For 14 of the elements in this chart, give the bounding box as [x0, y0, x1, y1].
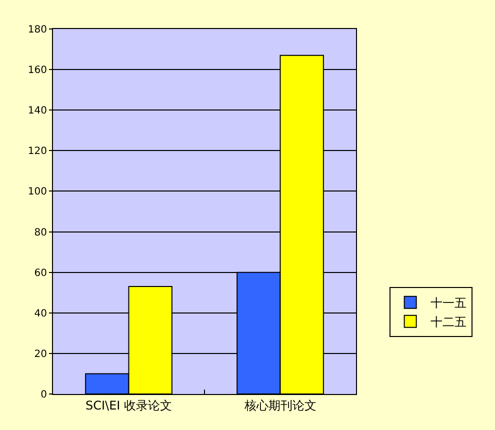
- y-tick-label: 100: [28, 186, 47, 198]
- legend-label: 十二五: [430, 315, 466, 330]
- legend-label: 十一五: [430, 296, 466, 310]
- x-tick-label: SCI\EI 收录论文: [85, 398, 172, 412]
- y-tick-label: 160: [28, 65, 47, 76]
- y-tick-label: 120: [28, 146, 47, 158]
- y-tick-label: 20: [34, 348, 47, 360]
- y-tick-label: 60: [34, 268, 47, 279]
- y-tick-label: 40: [34, 308, 47, 320]
- x-tick-label: 核心期刊论文: [243, 398, 316, 412]
- y-tick-label: 180: [28, 24, 47, 36]
- y-tick-label: 140: [28, 106, 47, 117]
- y-tick-label: 0: [40, 390, 47, 400]
- y-tick-label: 80: [34, 227, 47, 238]
